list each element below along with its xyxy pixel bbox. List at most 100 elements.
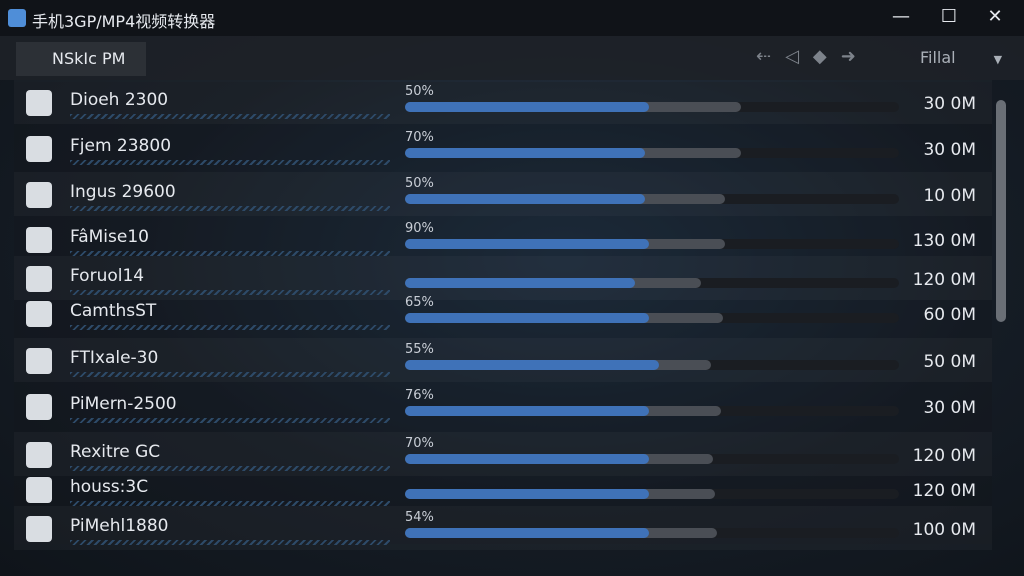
- progress-track: [405, 528, 899, 538]
- file-name: Fjem 23800: [70, 136, 172, 156]
- scrollbar[interactable]: [996, 100, 1006, 322]
- progress-percent: 54%: [405, 510, 434, 525]
- progress-fill: [405, 454, 649, 464]
- progress-percent: 65%: [405, 295, 434, 310]
- file-row[interactable]: houss:3C 120 0M: [14, 467, 992, 511]
- progress-track: [405, 489, 899, 499]
- progress-fill: [405, 360, 659, 370]
- file-name: Foruol14: [70, 266, 145, 286]
- row-underline: [70, 206, 390, 211]
- maximize-button[interactable]: ☐: [940, 6, 958, 27]
- progress-fill: [405, 239, 649, 249]
- file-icon: [26, 348, 52, 374]
- file-size: 30 0M: [923, 94, 976, 114]
- tab[interactable]: NSkIc PM: [16, 42, 146, 76]
- file-size: 120 0M: [912, 481, 976, 501]
- progress-track: [405, 148, 899, 158]
- row-underline: [70, 466, 390, 471]
- row-underline: [70, 251, 390, 256]
- file-name: houss:3C: [70, 477, 149, 497]
- minimize-button[interactable]: —: [892, 6, 910, 27]
- row-underline: [70, 160, 390, 165]
- file-size: 60 0M: [923, 305, 976, 325]
- file-icon: [26, 90, 52, 116]
- file-row[interactable]: Fjem 23800 70% 30 0M: [14, 126, 992, 170]
- file-size: 100 0M: [912, 520, 976, 540]
- progress-fill: [405, 406, 649, 416]
- progress-fill: [405, 313, 649, 323]
- file-size: 10 0M: [923, 186, 976, 206]
- progress-track: [405, 406, 899, 416]
- file-row[interactable]: PiMehl1880 54% 100 0M: [14, 506, 992, 550]
- file-name: CamthsST: [70, 301, 157, 321]
- window-title: 手机3GP/MP4视频转换器: [32, 12, 216, 31]
- file-size: 130 0M: [912, 231, 976, 251]
- file-name: FTIxale-30: [70, 348, 159, 368]
- file-name: Rexitre GC: [70, 442, 161, 462]
- close-button[interactable]: ✕: [987, 6, 1003, 27]
- file-row[interactable]: CamthsST 65% 60 0M: [14, 291, 992, 335]
- nav-icons[interactable]: ⇠◁◆➜: [756, 46, 870, 67]
- title-bar: [0, 0, 1024, 36]
- dropdown-label: Fillal: [920, 48, 956, 67]
- file-row[interactable]: PiMern-2500 76% 30 0M: [14, 384, 992, 428]
- file-size: 30 0M: [923, 398, 976, 418]
- row-underline: [70, 540, 390, 545]
- progress-percent: 55%: [405, 342, 434, 357]
- file-name: PiMehl1880: [70, 516, 169, 536]
- file-row[interactable]: Dioeh 2300 50% 30 0M: [14, 80, 992, 124]
- file-icon: [26, 182, 52, 208]
- toolbar: [0, 36, 1024, 80]
- progress-track: [405, 194, 899, 204]
- progress-percent: 70%: [405, 130, 434, 145]
- file-row[interactable]: Rexitre GC 70% 120 0M: [14, 432, 992, 476]
- progress-percent: 50%: [405, 176, 434, 191]
- row-underline: [70, 372, 390, 377]
- progress-fill: [405, 489, 649, 499]
- filter-dropdown[interactable]: Fillal ▼: [920, 48, 1003, 67]
- file-row[interactable]: Foruol14 120 0M: [14, 256, 992, 300]
- file-icon: [26, 227, 52, 253]
- file-row[interactable]: Ingus 29600 50% 10 0M: [14, 172, 992, 216]
- file-size: 30 0M: [923, 140, 976, 160]
- file-icon: [26, 136, 52, 162]
- row-underline: [70, 325, 390, 330]
- file-size: 120 0M: [912, 270, 976, 290]
- file-row[interactable]: FâMise10 90% 130 0M: [14, 217, 992, 261]
- progress-track: [405, 102, 899, 112]
- progress-track: [405, 278, 899, 288]
- progress-fill: [405, 278, 635, 288]
- row-underline: [70, 290, 390, 295]
- file-icon: [26, 477, 52, 503]
- progress-fill: [405, 528, 649, 538]
- row-underline: [70, 114, 390, 119]
- progress-track: [405, 239, 899, 249]
- file-name: PiMern-2500: [70, 394, 177, 414]
- file-name: FâMise10: [70, 227, 149, 247]
- tab-label: NSkIc PM: [52, 49, 126, 68]
- progress-percent: 76%: [405, 388, 434, 403]
- progress-track: [405, 454, 899, 464]
- progress-track: [405, 360, 899, 370]
- file-icon: [26, 442, 52, 468]
- file-name: Ingus 29600: [70, 182, 176, 202]
- app-icon: [8, 9, 26, 27]
- file-icon: [26, 301, 52, 327]
- file-row[interactable]: FTIxale-30 55% 50 0M: [14, 338, 992, 382]
- progress-track: [405, 313, 899, 323]
- row-underline: [70, 501, 390, 506]
- file-icon: [26, 516, 52, 542]
- file-icon: [26, 394, 52, 420]
- row-underline: [70, 418, 390, 423]
- progress-percent: 90%: [405, 221, 434, 236]
- file-size: 120 0M: [912, 446, 976, 466]
- progress-fill: [405, 102, 649, 112]
- file-name: Dioeh 2300: [70, 90, 169, 110]
- file-icon: [26, 266, 52, 292]
- progress-percent: 50%: [405, 84, 434, 99]
- progress-fill: [405, 194, 645, 204]
- file-size: 50 0M: [923, 352, 976, 372]
- progress-percent: 70%: [405, 436, 434, 451]
- progress-fill: [405, 148, 645, 158]
